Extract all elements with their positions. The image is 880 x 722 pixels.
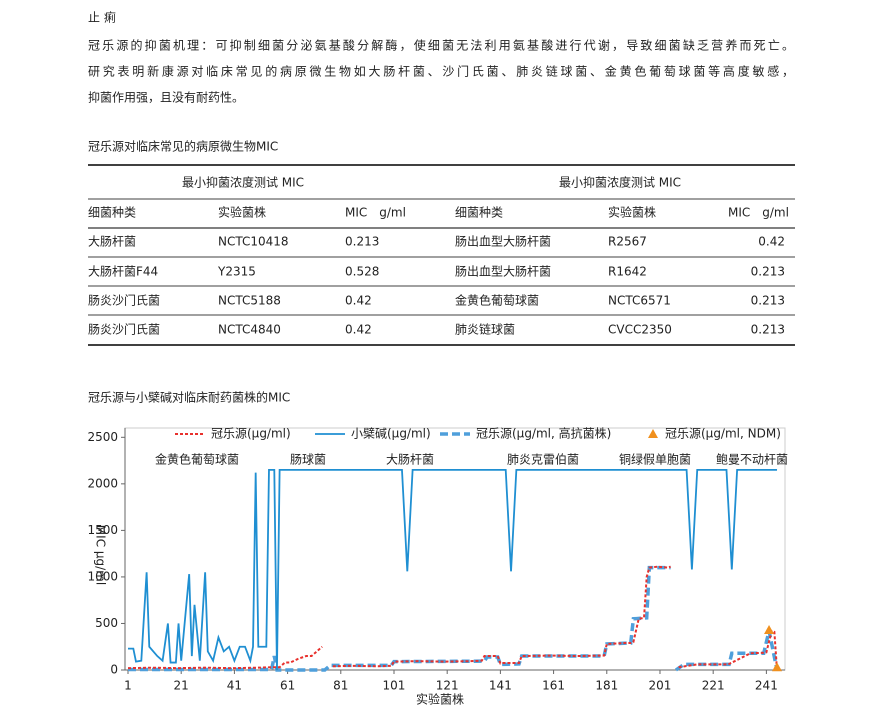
table-title: 冠乐源对临床常见的病原微生物MIC (88, 139, 278, 154)
table-cell: NCTC6571 (608, 294, 671, 308)
series-line (128, 565, 779, 672)
table-cell: 0.528 (345, 265, 379, 279)
table-cell: 0.42 (345, 323, 372, 337)
x-tick-label: 1 (124, 679, 132, 693)
legend-label: 小檗碱(μg/ml) (351, 426, 431, 441)
heading: 止 痢 (88, 10, 116, 25)
x-tick-label: 141 (489, 679, 512, 693)
y-axis-label: MIC μg/ml (94, 525, 108, 585)
annotation: 铜绿假单胞菌 (619, 452, 691, 467)
column-header: 实验菌株 (608, 205, 656, 220)
paragraph-line: 冠乐源的抑菌机理：可抑制细菌分泌氨基酸分解酶，使细菌无法利用氨基酸进行代谢，导致… (88, 38, 794, 53)
table-cell: 肺炎链球菌 (455, 322, 515, 337)
y-tick-label: 2500 (87, 430, 118, 444)
table-cell: 0.213 (751, 265, 785, 279)
legend-label: 冠乐源(μg/ml, NDM) (665, 427, 781, 441)
column-header: 细菌种类 (88, 206, 136, 220)
legend-label: 冠乐源(μg/ml) (211, 427, 291, 441)
x-tick-label: 61 (280, 679, 295, 693)
x-tick-label: 41 (227, 679, 242, 693)
y-tick-label: 2000 (87, 476, 118, 490)
chart-title: 冠乐源与小檗碱对临床耐药菌株的MIC (88, 390, 290, 405)
annotation: 肺炎克雷伯菌 (507, 452, 579, 467)
paragraph-line: 抑菌作用强，且没有耐药性。 (88, 90, 244, 105)
table-cell: 肠炎沙门氏菌 (88, 322, 160, 337)
table-cell: R1642 (608, 265, 647, 279)
x-axis-label: 实验菌株 (416, 692, 464, 707)
marker (764, 624, 775, 634)
column-header: MIC g/ml (345, 206, 406, 220)
x-tick-label: 221 (702, 679, 725, 693)
paragraph-line: 研究表明新康源对临床常见的病原微生物如大肠杆菌、沙门氏菌、肺炎链球菌、金黄色葡萄… (88, 64, 794, 79)
annotation: 金黄色葡萄球菌 (155, 452, 239, 467)
table-cell: 0.42 (758, 235, 785, 249)
table-cell: 金黄色葡萄球菌 (455, 293, 539, 308)
table-cell: 肠出血型大肠杆菌 (455, 235, 551, 249)
annotation: 肠球菌 (290, 453, 326, 467)
series-line (128, 468, 778, 671)
column-header: 细菌种类 (455, 206, 503, 220)
table-cell: 肠出血型大肠杆菌 (455, 265, 551, 279)
table-cell: Y2315 (217, 265, 256, 279)
y-tick-label: 1500 (87, 523, 118, 537)
table-cell: 0.213 (751, 323, 785, 337)
x-tick-label: 161 (542, 679, 565, 693)
table-cell: R2567 (608, 235, 647, 249)
table-cell: NCTC4840 (218, 323, 281, 337)
table-cell: 大肠杆菌F44 (88, 265, 158, 279)
x-tick-label: 101 (383, 679, 406, 693)
marker (772, 662, 783, 672)
x-tick-label: 241 (755, 679, 778, 693)
annotation: 鲍曼不动杆菌 (716, 453, 788, 467)
legend-swatch (648, 429, 658, 438)
y-tick-label: 0 (110, 663, 118, 677)
group-header: 最小抑菌浓度测试 MIC (182, 175, 304, 190)
table-cell: 0.42 (345, 294, 372, 308)
annotation: 大肠杆菌 (386, 453, 434, 467)
x-tick-label: 21 (174, 679, 189, 693)
x-tick-label: 201 (649, 679, 672, 693)
series-line (127, 565, 779, 671)
table-cell: NCTC10418 (218, 235, 289, 249)
table-cell: CVCC2350 (608, 323, 672, 337)
x-tick-label: 181 (595, 679, 618, 693)
table-cell: 0.213 (345, 235, 379, 249)
x-tick-label: 81 (333, 679, 348, 693)
table-cell: NCTC5188 (218, 294, 281, 308)
legend-label: 冠乐源(μg/ml, 高抗菌株) (476, 426, 611, 441)
y-tick-label: 1000 (87, 569, 118, 583)
y-tick-label: 500 (95, 616, 118, 630)
table-cell: 大肠杆菌 (88, 235, 136, 249)
table-cell: 肠炎沙门氏菌 (88, 293, 160, 308)
x-tick-label: 121 (436, 679, 459, 693)
group-header: 最小抑菌浓度测试 MIC (559, 175, 681, 190)
column-header: MIC g/ml (728, 206, 789, 220)
column-header: 实验菌株 (218, 205, 266, 220)
table-cell: 0.213 (751, 294, 785, 308)
